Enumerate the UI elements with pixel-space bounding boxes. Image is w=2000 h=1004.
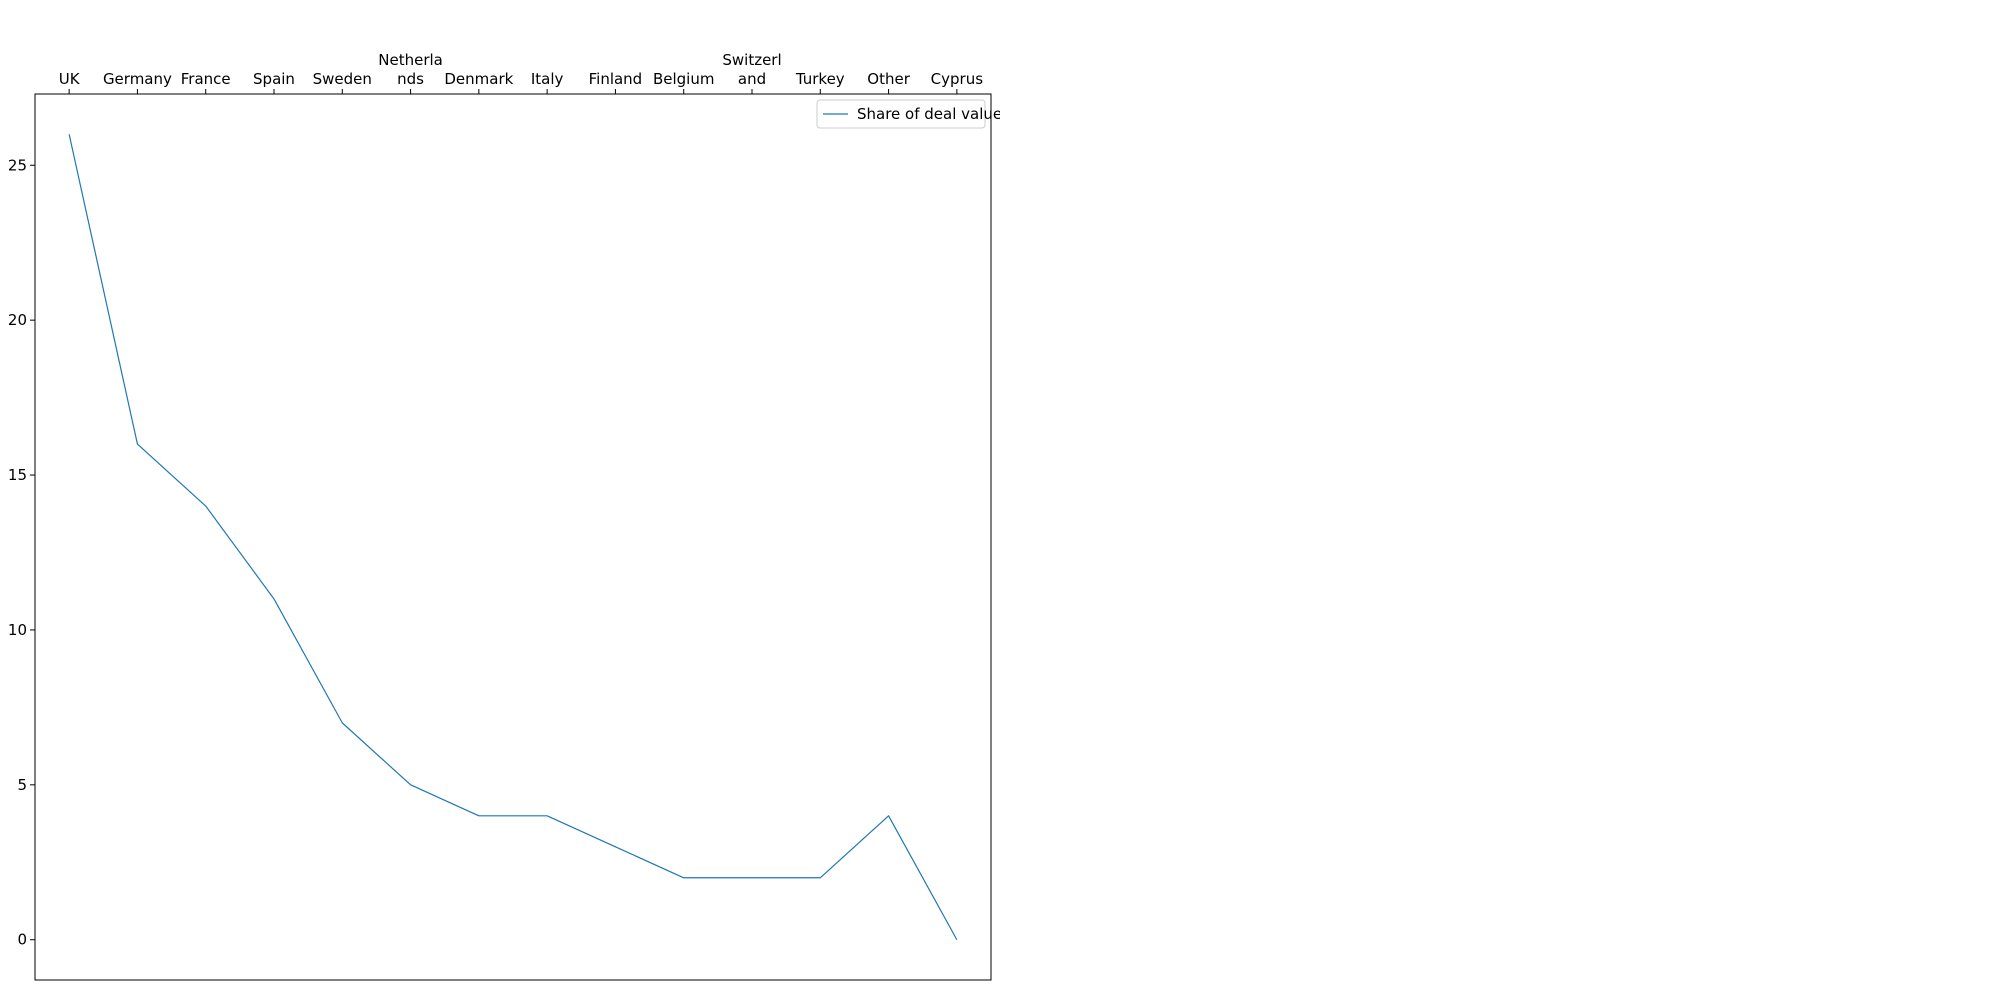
x-tick-label: Sweden <box>313 70 372 88</box>
legend: Share of deal value <box>817 100 1000 128</box>
x-tick-label: Turkey <box>795 70 845 88</box>
legend-label: Share of deal value <box>857 105 1000 123</box>
x-tick-label: Germany <box>103 70 172 88</box>
plot-frame-layer <box>35 94 991 980</box>
x-tick-label: Denmark <box>444 70 513 88</box>
x-tick-label: Cyprus <box>931 70 984 88</box>
x-tick-label: France <box>181 70 231 88</box>
left-axis: 0 5 10 15 20 25 <box>8 156 35 948</box>
y-tick-label: 15 <box>8 466 27 484</box>
y-tick-label: 10 <box>8 621 27 639</box>
x-tick-label: Finland <box>589 70 643 88</box>
y-tick-label: 0 <box>17 931 27 949</box>
series-line <box>69 134 957 939</box>
y-tick-label: 25 <box>8 156 27 174</box>
x-tick-label: Italy <box>531 70 564 88</box>
x-tick-label: UK <box>59 70 81 88</box>
y-tick-label: 5 <box>17 776 27 794</box>
series-layer <box>69 134 957 939</box>
x-tick-label: Belgium <box>653 70 715 88</box>
plot-frame <box>35 94 991 980</box>
y-tick-label: 20 <box>8 311 27 329</box>
x-tick-label: Spain <box>253 70 295 88</box>
x-tick-label: Other <box>867 70 910 88</box>
